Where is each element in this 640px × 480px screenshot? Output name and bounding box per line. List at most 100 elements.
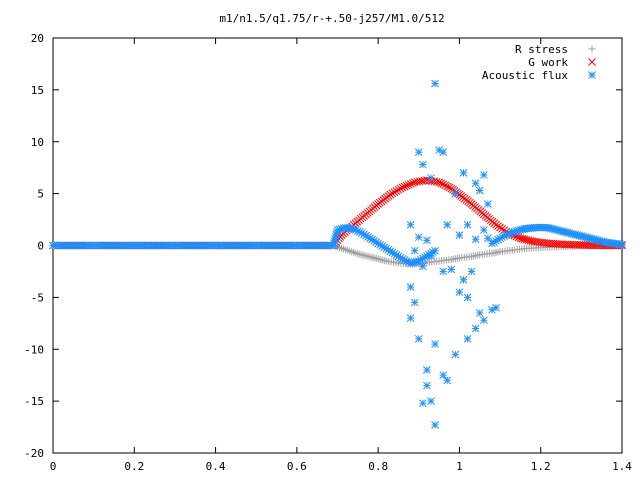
acoustic-flux-point bbox=[414, 148, 423, 156]
acoustic-flux-point bbox=[435, 146, 443, 154]
g-work-point bbox=[514, 233, 523, 242]
acoustic-flux-point bbox=[431, 79, 439, 88]
acoustic-flux-point bbox=[418, 262, 427, 271]
acoustic-flux-point bbox=[447, 265, 456, 274]
acoustic-flux-series bbox=[49, 79, 626, 429]
acoustic-flux-point bbox=[484, 234, 492, 243]
acoustic-flux-point bbox=[423, 366, 431, 374]
legend-marker-acoustic-flux bbox=[588, 71, 596, 79]
acoustic-flux-point bbox=[475, 309, 484, 317]
acoustic-flux-point bbox=[418, 399, 427, 408]
acoustic-flux-point bbox=[471, 235, 480, 244]
legend-label-acoustic-flux: Acoustic flux bbox=[482, 69, 568, 82]
acoustic-flux-point bbox=[374, 239, 382, 248]
g-work-point bbox=[406, 180, 415, 188]
g-work-point bbox=[408, 179, 417, 187]
y-tick-label: -20 bbox=[24, 447, 44, 460]
series-layer bbox=[49, 79, 626, 429]
y-tick-label: 0 bbox=[37, 240, 44, 253]
acoustic-flux-point bbox=[406, 283, 415, 291]
g-work-point bbox=[404, 180, 413, 189]
g-work-point bbox=[402, 181, 411, 190]
g-work-point bbox=[388, 189, 397, 198]
g-work-point bbox=[400, 182, 409, 191]
acoustic-flux-point bbox=[467, 267, 476, 276]
y-tick-label: -10 bbox=[24, 343, 44, 356]
acoustic-flux-point bbox=[410, 298, 419, 307]
acoustic-flux-point bbox=[479, 316, 488, 325]
legend-label-r-stress: R stress bbox=[515, 43, 568, 56]
y-tick-label: 20 bbox=[31, 32, 44, 45]
g-work-point bbox=[386, 190, 395, 199]
x-tick-label: 0.6 bbox=[287, 460, 307, 473]
y-tick-label: 15 bbox=[31, 84, 44, 97]
acoustic-flux-point bbox=[455, 231, 464, 239]
acoustic-flux-point bbox=[471, 179, 480, 188]
acoustic-flux-point bbox=[459, 169, 468, 177]
acoustic-flux-point bbox=[376, 240, 385, 249]
acoustic-flux-point bbox=[479, 226, 488, 234]
x-tick-label: 0.2 bbox=[124, 460, 144, 473]
y-tick-label: -5 bbox=[31, 291, 44, 304]
acoustic-flux-point bbox=[423, 236, 431, 245]
acoustic-flux-point bbox=[431, 246, 439, 255]
x-tick-label: 0 bbox=[50, 460, 57, 473]
g-work-point bbox=[432, 177, 441, 186]
acoustic-flux-point bbox=[451, 189, 460, 198]
acoustic-flux-point bbox=[406, 220, 415, 229]
acoustic-flux-point bbox=[431, 421, 439, 429]
g-work-point bbox=[396, 184, 405, 193]
acoustic-flux-point bbox=[439, 148, 448, 156]
acoustic-flux-point bbox=[394, 252, 403, 261]
g-work-point bbox=[445, 183, 454, 192]
acoustic-flux-point bbox=[427, 252, 435, 260]
acoustic-flux-point bbox=[463, 293, 472, 302]
g-work-point bbox=[390, 188, 399, 197]
y-tick-label: 10 bbox=[31, 136, 44, 149]
g-work-point bbox=[439, 180, 448, 189]
acoustic-flux-point bbox=[410, 246, 419, 255]
acoustic-flux-point bbox=[479, 171, 488, 179]
acoustic-flux-point bbox=[451, 350, 460, 359]
g-work-point bbox=[392, 187, 401, 195]
x-tick-label: 1.2 bbox=[531, 460, 551, 473]
x-tick-label: 1.4 bbox=[612, 460, 632, 473]
acoustic-flux-point bbox=[475, 186, 484, 195]
g-work-point bbox=[398, 183, 407, 192]
acoustic-flux-point bbox=[414, 233, 423, 242]
acoustic-flux-point bbox=[418, 160, 427, 169]
acoustic-flux-point bbox=[484, 200, 492, 208]
acoustic-flux-point bbox=[492, 303, 500, 312]
acoustic-flux-point bbox=[471, 324, 480, 333]
axis-ticks: 0 0.2 0.4 0.6 0.8 1 1.2 1.4 20 15 10 5 0 -5 -10 -15 -20 bbox=[24, 32, 632, 473]
x-tick-label: 0.4 bbox=[206, 460, 226, 473]
legend-label-g-work: G work bbox=[528, 56, 568, 69]
y-tick-label: 5 bbox=[37, 188, 44, 201]
legend-marker-r-stress bbox=[588, 45, 596, 53]
acoustic-flux-point bbox=[463, 220, 472, 229]
acoustic-flux-point bbox=[414, 335, 423, 343]
g-work-point bbox=[437, 179, 445, 188]
x-tick-label: 1 bbox=[456, 460, 463, 473]
acoustic-flux-point bbox=[431, 340, 439, 348]
acoustic-flux-point bbox=[427, 174, 435, 182]
g-work-point bbox=[441, 181, 450, 190]
g-work-point bbox=[435, 178, 443, 187]
acoustic-flux-point bbox=[427, 397, 435, 405]
acoustic-flux-point bbox=[459, 275, 468, 284]
chart-title: m1/n1.5/q1.75/r-+.50-j257/M1.0/512 bbox=[219, 12, 444, 25]
acoustic-flux-point bbox=[443, 376, 452, 385]
g-work-point bbox=[394, 185, 403, 194]
acoustic-flux-point bbox=[496, 234, 504, 243]
g-work-point bbox=[443, 182, 452, 191]
acoustic-flux-point bbox=[618, 240, 626, 249]
y-tick-label: -15 bbox=[24, 395, 44, 408]
acoustic-flux-point bbox=[406, 314, 415, 322]
acoustic-flux-point bbox=[439, 267, 448, 276]
acoustic-flux-point bbox=[455, 288, 464, 297]
acoustic-flux-point bbox=[423, 381, 431, 390]
x-tick-label: 0.8 bbox=[368, 460, 388, 473]
acoustic-flux-point bbox=[443, 220, 452, 229]
